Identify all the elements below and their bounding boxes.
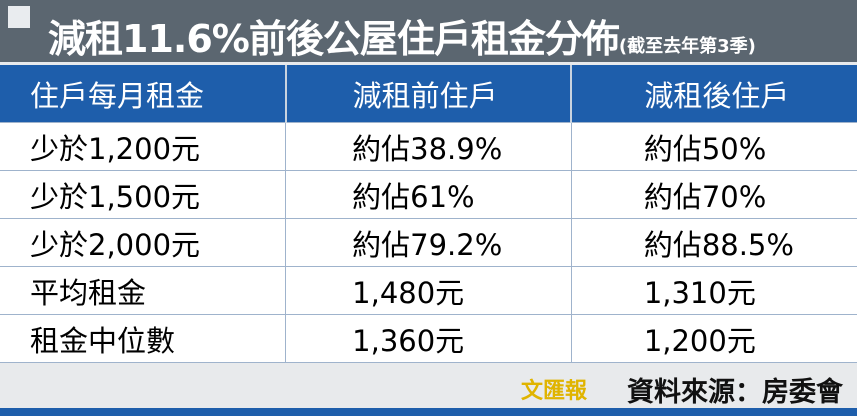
title-bar: 減租11.6%前後公屋住戶租金分佈(截至去年第3季) bbox=[0, 0, 857, 62]
decor-square bbox=[8, 6, 30, 28]
bottom-line bbox=[0, 408, 857, 416]
footer: 文匯報 資料來源：房委會 bbox=[0, 368, 857, 408]
table-cell: 1,360元 bbox=[285, 314, 572, 363]
title: 減租11.6%前後公屋住戶租金分佈 bbox=[48, 17, 620, 61]
table-row: 租金中位數 1,360元 1,200元 bbox=[0, 314, 857, 363]
table-cell: 約佔61% bbox=[285, 170, 572, 219]
table-row: 少於1,500元 約佔61% 約佔70% bbox=[0, 170, 857, 219]
table-cell: 約佔50% bbox=[571, 122, 857, 171]
table-cell: 平均租金 bbox=[0, 266, 287, 315]
table-cell: 1,200元 bbox=[571, 314, 857, 363]
header-cell: 減租前住戶 bbox=[285, 65, 573, 123]
table-cell: 少於1,200元 bbox=[0, 122, 287, 171]
title-wrap: 減租11.6%前後公屋住戶租金分佈(截至去年第3季) bbox=[48, 8, 756, 63]
table-cell: 1,480元 bbox=[285, 266, 572, 315]
table-body: 少於1,200元 約佔38.9% 約佔50% 少於1,500元 約佔61% 約佔70% 少於… bbox=[0, 122, 857, 363]
table-cell: 約佔38.9% bbox=[285, 122, 572, 171]
table-row: 少於2,000元 約佔79.2% 約佔88.5% bbox=[0, 218, 857, 267]
header-row: 住戶每月租金 減租前住戶 減租後住戶 bbox=[0, 65, 857, 123]
table-row: 少於1,200元 約佔38.9% 約佔50% bbox=[0, 122, 857, 171]
table-cell: 少於2,000元 bbox=[0, 218, 287, 267]
source: 資料來源：房委會 bbox=[627, 377, 843, 408]
header-cell: 減租後住戶 bbox=[571, 65, 857, 123]
header-cell: 住戶每月租金 bbox=[0, 65, 287, 123]
table-row: 平均租金 1,480元 1,310元 bbox=[0, 266, 857, 315]
table-cell: 約佔79.2% bbox=[285, 218, 572, 267]
table-cell: 約佔70% bbox=[571, 170, 857, 219]
table-cell: 1,310元 bbox=[571, 266, 857, 315]
rent-table: 住戶每月租金 減租前住戶 減租後住戶 少於1,200元 約佔38.9% 約佔50% 少於1… bbox=[0, 65, 857, 363]
logo: 文匯報 bbox=[520, 378, 587, 404]
table-cell: 租金中位數 bbox=[0, 314, 287, 363]
subtitle: (截至去年第3季) bbox=[618, 36, 756, 57]
table-cell: 少於1,500元 bbox=[0, 170, 287, 219]
table-cell: 約佔88.5% bbox=[571, 218, 857, 267]
